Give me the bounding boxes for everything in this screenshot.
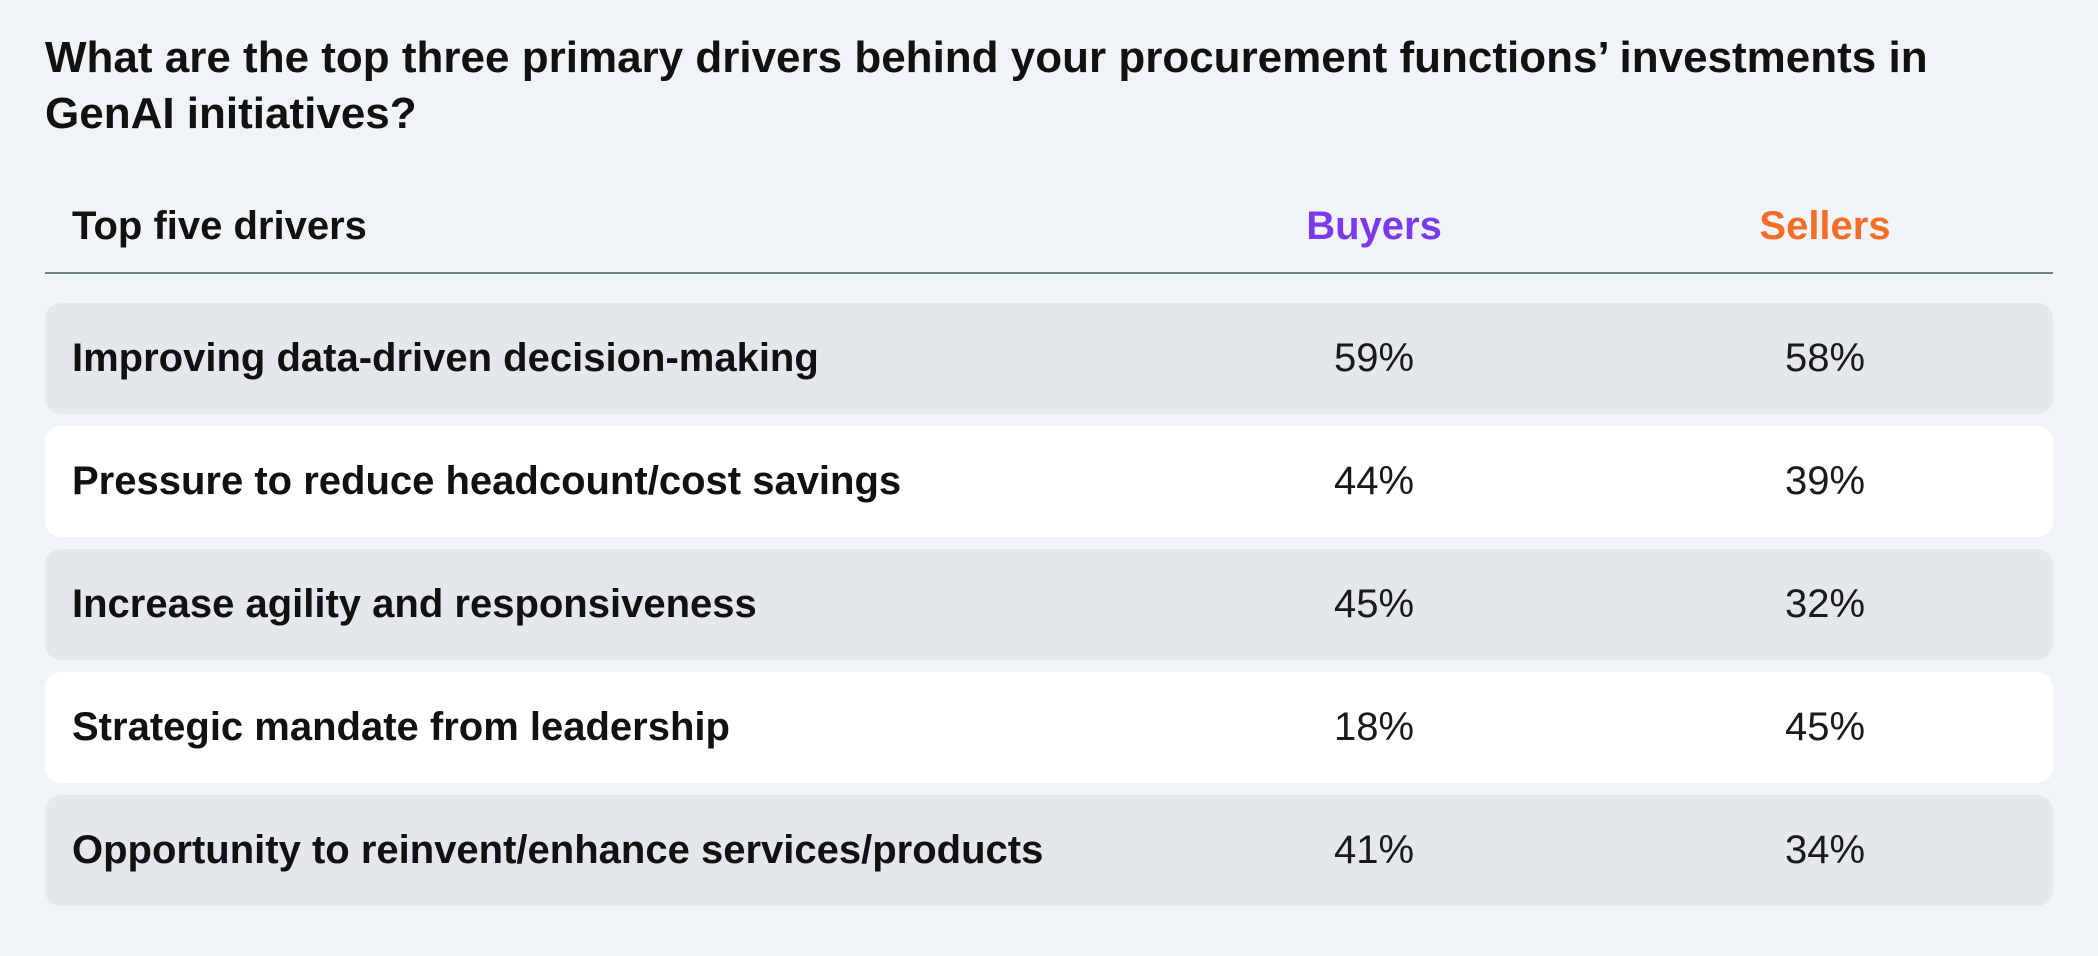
- buyers-value: 59%: [1333, 336, 1415, 380]
- table-row: Increase agility and responsiveness 45% …: [45, 549, 2053, 660]
- buyers-value: 44%: [1333, 459, 1415, 503]
- page-title: What are the top three primary drivers b…: [45, 33, 1928, 138]
- buyers-value: 45%: [1333, 582, 1415, 626]
- table-row: Strategic mandate from leadership 18% 45…: [45, 672, 2053, 783]
- sellers-value: 39%: [1784, 459, 1866, 503]
- table-row: Improving data-driven decision-making 59…: [45, 303, 2053, 414]
- table-header: Top five drivers Buyers Sellers: [45, 190, 2053, 274]
- sellers-value: 32%: [1784, 582, 1866, 626]
- column-header-buyers: Buyers: [1306, 204, 1442, 248]
- sellers-value: 58%: [1784, 336, 1866, 380]
- sellers-value: 45%: [1784, 705, 1866, 749]
- buyers-value: 18%: [1333, 705, 1415, 749]
- buyers-value: 41%: [1333, 828, 1415, 872]
- driver-label: Strategic mandate from leadership: [72, 705, 730, 749]
- sellers-value: 34%: [1784, 828, 1866, 872]
- driver-label: Improving data-driven decision-making: [72, 336, 819, 380]
- driver-label: Opportunity to reinvent/enhance services…: [72, 828, 1044, 872]
- driver-label: Increase agility and responsiveness: [72, 582, 757, 626]
- table-row: Opportunity to reinvent/enhance services…: [45, 795, 2053, 906]
- table-body: Improving data-driven decision-making 59…: [45, 303, 2053, 918]
- table-row: Pressure to reduce headcount/cost saving…: [45, 426, 2053, 537]
- column-header-drivers: Top five drivers: [72, 204, 367, 248]
- driver-label: Pressure to reduce headcount/cost saving…: [72, 459, 902, 503]
- column-header-sellers: Sellers: [1759, 204, 1891, 248]
